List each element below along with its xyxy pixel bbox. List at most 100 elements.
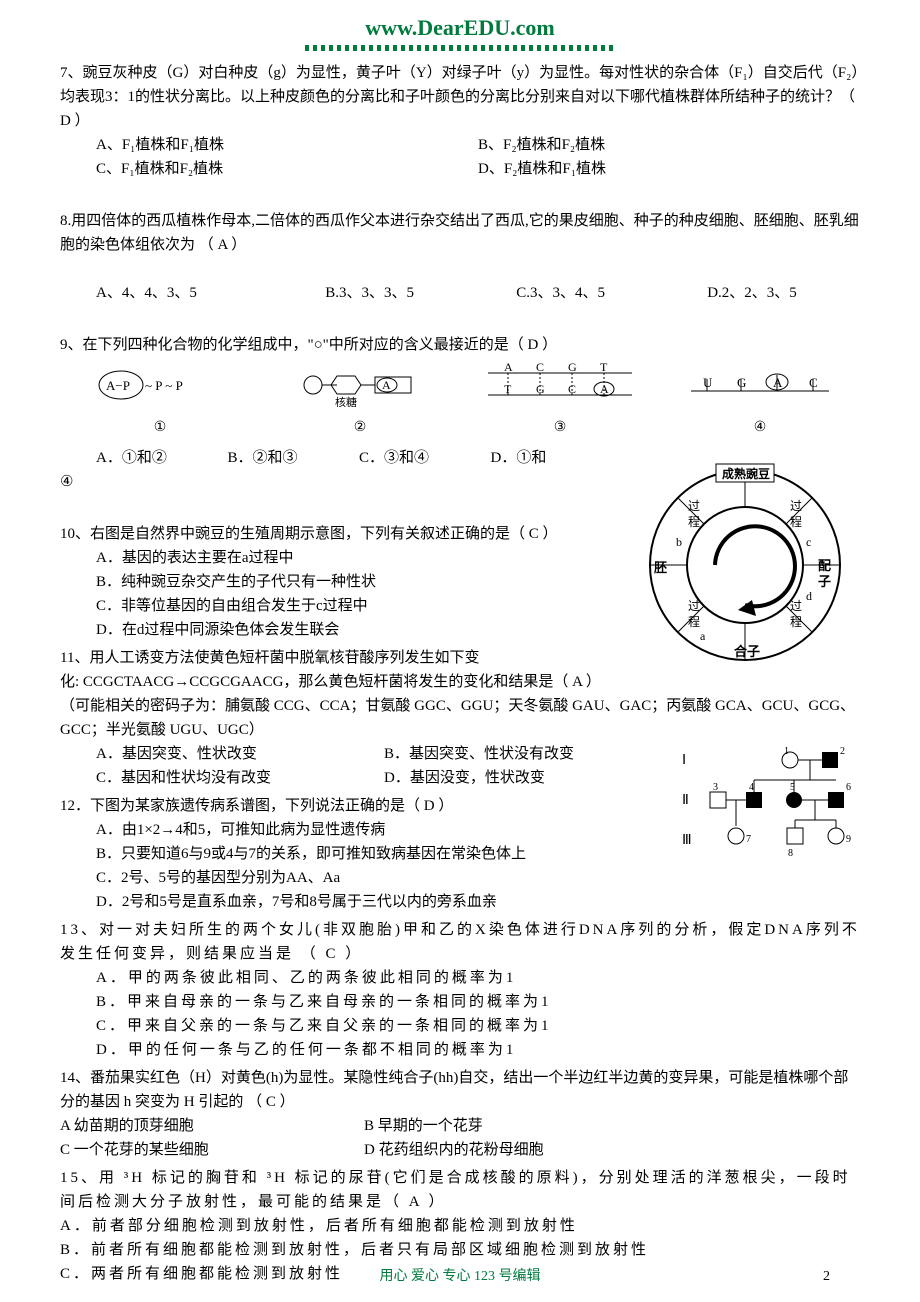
q8-options: A、4、4、3、5 B.3、3、3、5 C.3、3、4、5 D.2、2、3、5 bbox=[60, 281, 860, 305]
molecule-diagram-1-icon: A−P ~ P ~ P bbox=[95, 363, 225, 407]
q15-optA: A．前者部分细胞检测到放射性，后者所有细胞都能检测到放射性 bbox=[60, 1214, 860, 1238]
svg-text:胚: 胚 bbox=[654, 560, 667, 575]
svg-text:G: G bbox=[536, 382, 545, 396]
logo-underline bbox=[305, 45, 615, 51]
svg-text:配: 配 bbox=[818, 558, 831, 573]
question-7: 7、豌豆灰种皮（G）对白种皮（g）为显性，黄子叶（Y）对绿子叶（y）为显性。每对… bbox=[60, 61, 860, 181]
svg-text:程: 程 bbox=[790, 614, 802, 629]
question-9: 9、在下列四种化合物的化学组成中，"○"中所对应的含义最接近的是（ D ） A−… bbox=[60, 333, 860, 493]
svg-text:成熟豌豆: 成熟豌豆 bbox=[722, 466, 770, 481]
q11-codons: （可能相关的密码子为：脯氨酸 CCG、CCA；甘氨酸 GGC、GGU；天冬氨酸 … bbox=[60, 694, 860, 742]
q14-options-cd: C 一个花芽的某些细胞 D 花药组织内的花粉母细胞 bbox=[60, 1138, 860, 1162]
q9-fig4: U G A C ④ bbox=[660, 363, 860, 439]
q13-optC: C．甲来自父亲的一条与乙来自父亲的一条相同的概率为1 bbox=[60, 1014, 860, 1038]
molecule-diagram-3-icon: A C G T T G C A bbox=[480, 363, 640, 407]
q8-stem: 8.用四倍体的西瓜植株作母本,二倍体的西瓜作父本进行杂交结出了西瓜,它的果皮细胞… bbox=[60, 209, 860, 257]
q9-fig1: A−P ~ P ~ P ① bbox=[60, 363, 260, 439]
svg-text:A−P: A−P bbox=[106, 378, 130, 393]
pedigree-icon: Ⅰ Ⅱ Ⅲ 1 2 3 4 5 bbox=[680, 742, 860, 862]
svg-text:c: c bbox=[806, 535, 811, 549]
q7-optA: A、F₁植株和F₁植株 bbox=[96, 133, 478, 157]
svg-text:G: G bbox=[568, 363, 577, 374]
logo-text: www.DearEDU.com bbox=[365, 15, 554, 40]
q13-optB: B．甲来自母亲的一条与乙来自母亲的一条相同的概率为1 bbox=[60, 990, 860, 1014]
svg-text:U: U bbox=[703, 375, 713, 390]
q9-fig2: 核糖 A ② bbox=[260, 363, 460, 439]
q7-options: A、F₁植株和F₁植株 B、F₂植株和F₂植株 C、F₁植株和F₂植株 D、F₂… bbox=[60, 133, 860, 181]
svg-text:过: 过 bbox=[688, 599, 700, 613]
q14-stem: 14、番茄果实红色（H）对黄色(h)为显性。某隐性纯合子(hh)自交，结出一个半… bbox=[60, 1066, 860, 1114]
page-footer: 用心 爱心 专心 123 号编辑 2 bbox=[0, 1266, 920, 1288]
svg-text:Ⅱ: Ⅱ bbox=[682, 793, 689, 808]
q10-cycle-diagram: 成熟豌豆 配 子 合子 胚 过 程 过 程 过 程 过 程 b c a d bbox=[630, 450, 860, 678]
svg-text:子: 子 bbox=[818, 574, 831, 589]
q11-optB: B．基因突变、性状没有改变 bbox=[384, 742, 672, 766]
svg-text:9: 9 bbox=[846, 834, 851, 845]
svg-text:Ⅰ: Ⅰ bbox=[682, 753, 686, 768]
svg-text:A: A bbox=[600, 382, 609, 396]
q11-options: A．基因突变、性状改变 B．基因突变、性状没有改变 C．基因和性状均没有改变 D… bbox=[60, 742, 672, 790]
q15-stem: 15、用 ³H 标记的胸苷和 ³H 标记的尿苷(它们是合成核酸的原料)，分别处理… bbox=[60, 1166, 860, 1214]
svg-text:程: 程 bbox=[688, 514, 700, 529]
q7-optD: D、F₂植株和F₁植株 bbox=[478, 157, 860, 181]
question-8: 8.用四倍体的西瓜植株作母本,二倍体的西瓜作父本进行杂交结出了西瓜,它的果皮细胞… bbox=[60, 209, 860, 305]
svg-text:C: C bbox=[536, 363, 544, 374]
molecule-diagram-2-icon: 核糖 A bbox=[295, 363, 425, 407]
svg-text:8: 8 bbox=[788, 848, 793, 859]
q12-pedigree-diagram: Ⅰ Ⅱ Ⅲ 1 2 3 4 5 bbox=[680, 742, 860, 869]
q9-optA: A．①和② bbox=[96, 446, 228, 470]
svg-text:7: 7 bbox=[746, 834, 751, 845]
q9-optB: B．②和③ bbox=[228, 446, 360, 470]
footer-text: 用心 爱心 专心 123 号编辑 bbox=[380, 1269, 541, 1284]
svg-text:C: C bbox=[568, 382, 576, 396]
q13-optA: A．甲的两条彼此相同、乙的两条彼此相同的概率为1 bbox=[60, 966, 860, 990]
q14-options-ab: A 幼苗期的顶芽细胞 B 早期的一个花芽 bbox=[60, 1114, 860, 1138]
q13-optD: D．甲的任何一条与乙的任何一条都不相同的概率为1 bbox=[60, 1038, 860, 1062]
svg-text:b: b bbox=[676, 535, 682, 549]
q11-optC: C．基因和性状均没有改变 bbox=[96, 766, 384, 790]
svg-text:1: 1 bbox=[784, 746, 789, 757]
q15-optB: B．前者所有细胞都能检测到放射性，后者只有局部区域细胞检测到放射性 bbox=[60, 1238, 860, 1262]
svg-text:6: 6 bbox=[846, 782, 851, 793]
svg-text:T: T bbox=[504, 382, 512, 396]
q7-optC: C、F₁植株和F₂植株 bbox=[96, 157, 478, 181]
q8-optB: B.3、3、3、5 bbox=[325, 281, 516, 305]
q14-optC: C 一个花芽的某些细胞 bbox=[60, 1138, 364, 1162]
molecule-diagram-4-icon: U G A C bbox=[685, 363, 835, 407]
q8-optA: A、4、4、3、5 bbox=[96, 281, 325, 305]
svg-text:Ⅲ: Ⅲ bbox=[682, 833, 692, 848]
q11-optD: D．基因没变，性状改变 bbox=[384, 766, 672, 790]
svg-text:过: 过 bbox=[790, 599, 802, 613]
q8-optD: D.2、2、3、5 bbox=[707, 281, 860, 305]
svg-text:3: 3 bbox=[713, 782, 718, 793]
q7-optB: B、F₂植株和F₂植株 bbox=[478, 133, 860, 157]
q9-label1: ① bbox=[60, 417, 260, 439]
svg-text:过: 过 bbox=[688, 499, 700, 513]
q8-optC: C.3、3、4、5 bbox=[516, 281, 707, 305]
question-14: 14、番茄果实红色（H）对黄色(h)为显性。某隐性纯合子(hh)自交，结出一个半… bbox=[60, 1066, 860, 1162]
q9-label4: ④ bbox=[660, 417, 860, 439]
q14-optB: B 早期的一个花芽 bbox=[364, 1114, 764, 1138]
q12-optC: C．2号、5号的基因型分别为AA、Aa bbox=[60, 866, 860, 890]
q9-optC: C．③和④ bbox=[359, 446, 491, 470]
svg-text:T: T bbox=[600, 363, 608, 374]
q9-stem: 9、在下列四种化合物的化学组成中，"○"中所对应的含义最接近的是（ D ） bbox=[60, 333, 860, 357]
q9-label2: ② bbox=[260, 417, 460, 439]
q9-figures: A−P ~ P ~ P ① 核糖 A ② bbox=[60, 357, 860, 445]
svg-text:a: a bbox=[700, 629, 706, 643]
svg-text:2: 2 bbox=[840, 746, 845, 757]
question-13: 13、对一对夫妇所生的两个女儿(非双胞胎)甲和乙的X染色体进行DNA序列的分析，… bbox=[60, 918, 860, 1062]
reproduction-cycle-icon: 成熟豌豆 配 子 合子 胚 过 程 过 程 过 程 过 程 b c a d bbox=[630, 450, 860, 670]
q11-optA: A．基因突变、性状改变 bbox=[96, 742, 384, 766]
svg-text:过: 过 bbox=[790, 499, 802, 513]
svg-text:G: G bbox=[737, 375, 746, 390]
svg-text:A: A bbox=[773, 375, 783, 390]
q9-fig3: A C G T T G C A ③ bbox=[460, 363, 660, 439]
svg-text:合子: 合子 bbox=[734, 644, 760, 659]
svg-text:A: A bbox=[382, 378, 391, 392]
q9-options: A．①和② B．②和③ C．③和④ D．①和 bbox=[60, 446, 622, 470]
q14-optD: D 花药组织内的花粉母细胞 bbox=[364, 1138, 764, 1162]
svg-text:程: 程 bbox=[688, 614, 700, 629]
svg-text:~ P ~ P: ~ P ~ P bbox=[145, 378, 183, 393]
document-content: 7、豌豆灰种皮（G）对白种皮（g）为显性，黄子叶（Y）对绿子叶（y）为显性。每对… bbox=[60, 55, 860, 1285]
